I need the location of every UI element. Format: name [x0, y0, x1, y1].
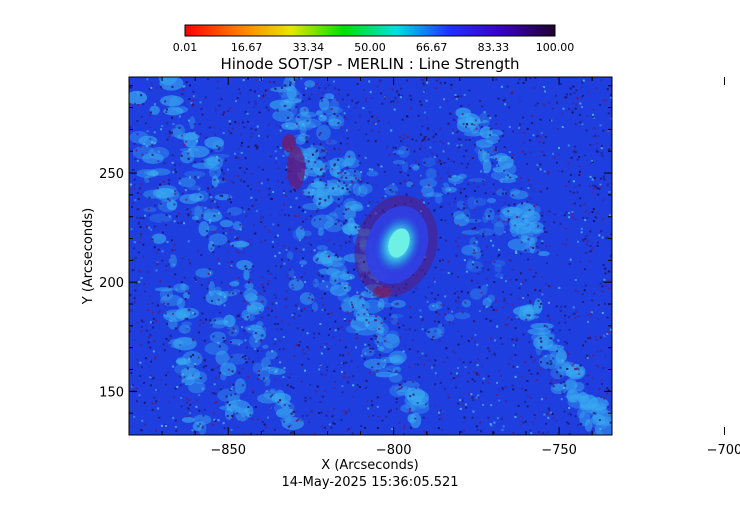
colorbar-tick-label: 66.67	[416, 41, 448, 54]
plot-title: Hinode SOT/SP - MERLIN : Line Strength	[220, 55, 519, 73]
colorbar-tick-label: 33.34	[293, 41, 325, 54]
colorbar-ticks: 0.01 16.67 33.34 50.00 66.67 83.33 100.00	[173, 41, 575, 54]
sunspot-core	[388, 228, 410, 258]
y-axis-label: Y (Arcseconds)	[81, 208, 96, 305]
y-axis-ticks: 150 200 250	[99, 85, 612, 414]
dark-feature	[282, 134, 296, 152]
y-tick-label: 200	[99, 276, 124, 291]
colorbar-tick-label: 16.67	[231, 41, 263, 54]
line-strength-image	[129, 77, 612, 435]
colorbar	[184, 24, 556, 37]
timestamp: 14-May-2025 15:36:05.521	[281, 475, 458, 490]
x-tick-label: −800	[376, 443, 412, 458]
colorbar-tick-label: 100.00	[536, 41, 575, 54]
x-tick-label: −700	[707, 443, 740, 458]
colorbar-tick-label: 50.00	[354, 41, 386, 54]
x-axis-ticks: −850 −800 −750 −700	[161, 77, 740, 458]
plot-frame	[128, 76, 613, 436]
colorbar-tick-label: 83.33	[478, 41, 510, 54]
y-tick-label: 250	[99, 167, 124, 182]
x-axis-label: X (Arcseconds)	[321, 458, 418, 473]
dark-feature	[373, 286, 391, 298]
x-tick-label: −850	[210, 443, 246, 458]
x-tick-label: −750	[541, 443, 577, 458]
dark-feature	[287, 146, 305, 190]
y-tick-label: 150	[99, 385, 124, 400]
colorbar-tick-label: 0.01	[173, 41, 198, 54]
